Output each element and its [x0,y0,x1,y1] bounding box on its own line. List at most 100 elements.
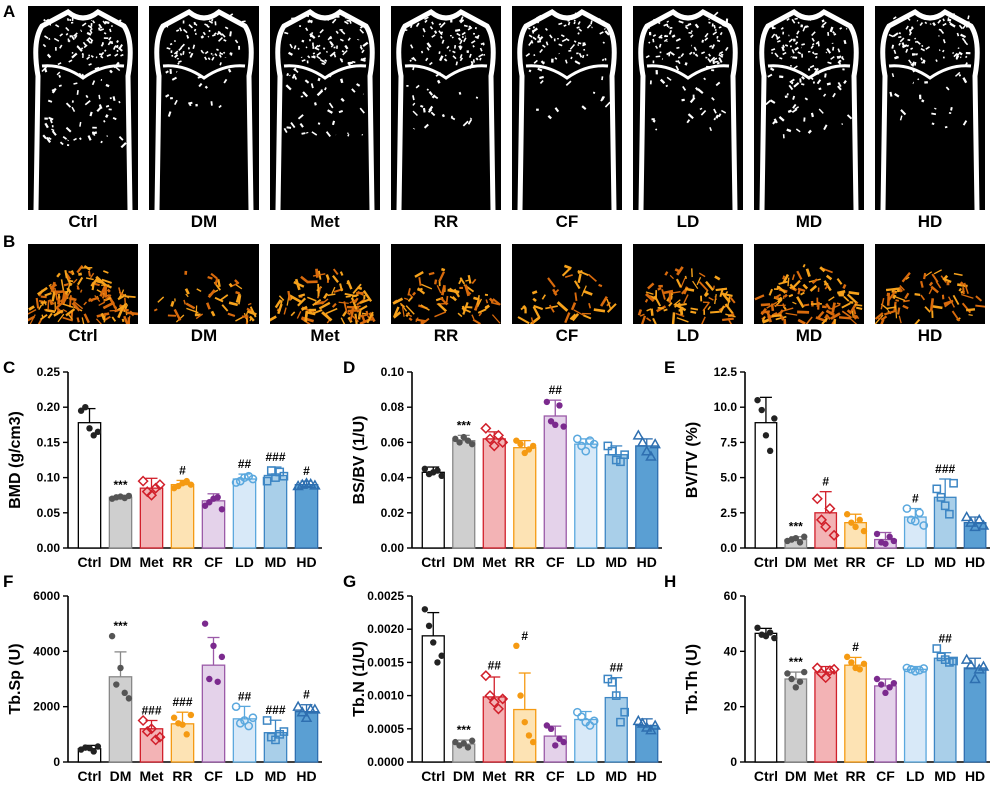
x-tick-label: Ctrl [77,768,101,784]
x-tick-label: Met [482,768,506,784]
data-point-ctrl [766,629,774,636]
x-tick-label: Ctrl [754,768,778,784]
data-point-met [811,493,823,505]
y-tick-label: 5.0 [720,471,737,485]
data-point-dm [801,668,808,676]
data-point-md [607,446,617,456]
x-tick-label: LD [576,554,595,570]
data-point-met [828,663,840,675]
y-tick-label: 0.10 [381,365,405,379]
significance-dm: *** [457,418,471,432]
data-point-dm [460,740,467,747]
data-point-cf [543,398,551,406]
microct-scan-dm [149,6,259,210]
data-point-dm [460,433,467,441]
data-point-met [492,429,505,441]
significance-ld: ## [238,457,252,471]
bar-met [814,671,838,763]
x-tick-label: MD [265,554,287,570]
x-tick-label: LD [906,554,925,570]
data-point-cf [214,678,221,685]
data-point-dm [796,678,804,685]
data-point-met [488,696,500,708]
y-tick-label: 2.5 [720,506,737,520]
y-axis-label: Tb.N (1/U) [351,641,368,717]
data-point-ld [589,716,599,726]
x-tick-label: CF [546,768,565,784]
data-point-met [150,482,162,494]
x-tick-label: CF [546,554,565,570]
bar-cf [543,415,567,549]
chart-d: 0.00 0.02 0.04 0.06 0.08 0.10 BS/BV (1/U) Ctrl *… [351,365,662,570]
significance-dm: *** [457,723,471,737]
data-point-hd [632,714,645,726]
data-point-ctrl [771,415,778,422]
data-point-rr [525,446,533,453]
significance-dm: *** [789,655,803,669]
x-tick-label: LD [235,768,254,784]
data-point-rr [517,692,524,699]
data-point-met [480,670,492,682]
data-point-met [484,433,496,445]
data-point-cf [552,421,559,428]
data-point-md [932,484,942,494]
data-point-met [480,422,492,434]
data-point-hd [300,711,313,722]
bar-dm [452,439,476,549]
significance-met: ### [141,704,161,718]
data-point-rr [170,714,178,721]
data-point-ctrl [438,652,445,659]
data-point-md [611,691,621,700]
trabecular-3d-rr [391,244,501,324]
panel-letter-e: E [664,358,676,377]
data-point-md [932,644,942,653]
panel-letter-f: F [3,572,14,591]
data-point-ctrl [771,634,778,642]
bar-dm [108,676,133,763]
panel-letter-g: G [343,572,357,591]
data-point-ld [589,439,599,449]
significance-md: ### [265,703,285,717]
data-point-hd [977,519,990,530]
data-point-ld [919,664,929,673]
data-point-rr [513,642,520,649]
trabecular-3d-dm [149,244,259,324]
y-tick-label: 0.0025 [367,589,404,603]
data-point-ld [231,702,241,712]
y-axis-label: BV/TV (%) [684,422,701,498]
data-point-cf [556,402,563,409]
x-tick-label: LD [906,768,925,784]
data-point-hd [965,516,977,527]
panel-letter-c: C [3,358,16,377]
data-point-md [620,707,629,717]
data-point-ld [248,713,258,723]
x-tick-label: Ctrl [77,554,101,570]
trabecular-3d-hd [875,244,985,324]
data-point-hd [640,721,653,732]
significance-md: ### [935,462,955,476]
x-tick-label: CF [876,768,895,784]
significance-hd: # [303,464,310,478]
y-tick-label: 2000 [33,700,60,714]
data-point-hd [645,450,657,461]
data-point-rr [525,732,533,739]
bar-cf [874,685,897,763]
data-point-md [262,716,272,725]
data-point-dm [117,664,124,672]
y-tick-label: 0.25 [37,365,61,379]
x-tick-label: DM [453,768,475,784]
bar-md [933,657,957,763]
data-point-hd [969,520,981,532]
x-tick-label: CF [204,768,223,784]
data-point-cf [201,502,209,509]
data-point-rr [187,481,195,488]
bar-md [933,496,957,549]
bar-ctrl [754,422,778,549]
data-point-hd [632,429,645,440]
data-point-cf [547,418,555,425]
chart-g: 0.0000 0.0005 0.0010 0.0015 0.0020 0.0025 Tb.N… [351,589,662,784]
data-point-md [936,492,946,502]
data-point-cf [547,725,555,732]
x-tick-label: DM [453,554,475,570]
data-point-dm [125,695,133,702]
